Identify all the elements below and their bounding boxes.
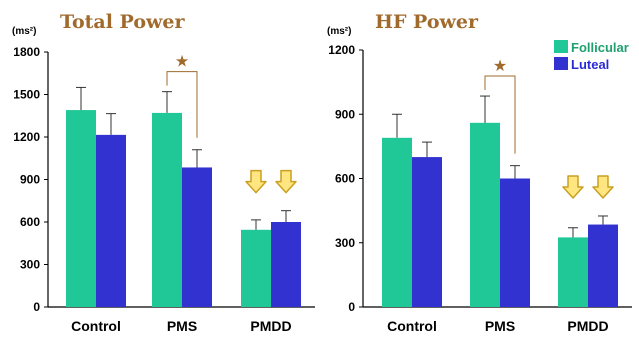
legend-luteal-swatch <box>554 57 568 70</box>
hf-power-category-label: PMS <box>485 318 515 334</box>
legend-follicular-label: Follicular <box>571 40 629 55</box>
total-power-category-label: Control <box>71 318 121 334</box>
hf-power-category-label: PMDD <box>567 318 608 334</box>
hf-power-bar-control-luteal <box>412 157 442 307</box>
total-power-significance-bracket <box>166 71 198 138</box>
total-power-significance-star: ★ <box>175 52 189 71</box>
total-power-bar-pmdd-luteal <box>271 222 301 307</box>
total-power-bar-control-follicular <box>66 110 96 307</box>
hf-power-bar-pms-luteal <box>500 178 530 307</box>
total-power-category-label: PMDD <box>250 318 291 334</box>
total-power-y-tick-label: 300 <box>20 258 40 272</box>
hf-power-y-tick-label: 0 <box>348 300 355 314</box>
total-power-y-tick-label: 1500 <box>13 88 40 102</box>
hf-power-unit: (ms²) <box>327 26 351 37</box>
hf-power-panel: HF Power (ms²) 0 300 600 900 1200 Control PMS P… <box>327 11 632 334</box>
total-power-y-tick-label: 1800 <box>13 45 40 59</box>
total-power-y-tick-label: 600 <box>20 215 40 229</box>
hf-power-significance-star: ★ <box>493 56 507 75</box>
total-power-y-tick-label: 1200 <box>13 130 40 144</box>
total-power-y-tick-label: 900 <box>20 173 40 187</box>
legend-follicular-swatch <box>554 40 568 53</box>
total-power-bar-control-luteal <box>96 134 126 307</box>
total-power-down-arrow-icon <box>245 169 267 194</box>
total-power-bar-pms-follicular <box>152 112 182 308</box>
total-power-down-arrow-icon <box>275 169 297 194</box>
total-power-panel: Total Power (ms²) 0 300 600 900 1200 1500 1800… <box>12 11 315 334</box>
total-power-title: Total Power <box>60 11 185 33</box>
hf-power-significance-bracket <box>484 75 516 154</box>
total-power-y-tick-label: 0 <box>33 300 40 314</box>
hf-power-title: HF Power <box>375 11 479 33</box>
hf-power-y-tick-label: 300 <box>335 236 355 250</box>
hf-power-bar-pms-follicular <box>470 122 500 307</box>
hf-power-y-tick-label: 600 <box>335 172 355 186</box>
total-power-bar-pmdd-follicular <box>241 229 271 307</box>
legend-luteal-label: Luteal <box>571 57 609 72</box>
total-power-bar-pms-luteal <box>182 167 212 307</box>
hf-power-y-tick-label: 1200 <box>328 43 355 57</box>
hf-power-y-tick-label: 900 <box>335 107 355 121</box>
hf-power-bar-pmdd-luteal <box>588 224 618 307</box>
hf-power-bar-control-follicular <box>382 137 412 307</box>
hf-power-category-label: Control <box>387 318 437 334</box>
hf-power-down-arrow-icon <box>592 175 614 199</box>
legend: Follicular Luteal <box>554 40 629 72</box>
total-power-unit: (ms²) <box>12 26 36 37</box>
total-power-category-label: PMS <box>167 318 197 334</box>
hf-power-down-arrow-icon <box>562 175 584 199</box>
hf-power-bar-pmdd-follicular <box>558 237 588 307</box>
